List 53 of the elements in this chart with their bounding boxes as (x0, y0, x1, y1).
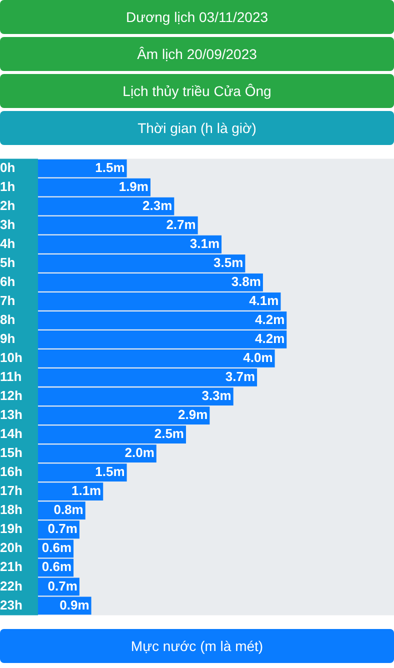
y-tick-label: 11h (0, 369, 22, 384)
data-label: 0.8m (54, 502, 84, 518)
data-label: 1.5m (95, 160, 125, 175)
data-label: 2.9m (178, 407, 208, 422)
chart-title: Lịch thủy triều Cửa Ông (0, 74, 394, 108)
y-tick-label: 8h (0, 312, 16, 328)
data-label: 3.7m (225, 369, 256, 384)
y-tick-label: 10h (0, 350, 22, 366)
data-label: 1.5m (95, 464, 125, 480)
y-tick-label: 0h (0, 160, 16, 175)
y-tick-label: 15h (0, 445, 22, 460)
y-tick-label: 13h (0, 407, 22, 422)
y-tick-label: 17h (0, 483, 22, 498)
x-axis-title: Mực nước (m là mét) (0, 629, 394, 663)
y-tick-label: 3h (0, 216, 16, 232)
y-tick-label: 18h (0, 502, 22, 518)
data-label: 0.6m (42, 559, 72, 574)
data-label: 3.8m (231, 274, 261, 289)
y-tick-label: 16h (0, 464, 22, 480)
data-label: 2.7m (166, 216, 196, 232)
y-tick-label: 23h (0, 597, 22, 612)
data-label: 3.5m (214, 254, 244, 270)
y-tick-label: 12h (0, 388, 22, 404)
data-label: 0.6m (42, 540, 72, 556)
y-tick-label: 22h (0, 578, 22, 594)
y-tick-label: 2h (0, 198, 16, 213)
data-label: 4.0m (243, 350, 273, 366)
data-label: 2.5m (154, 426, 184, 442)
y-tick-label: 14h (0, 426, 22, 442)
y-tick-label: 9h (0, 331, 16, 346)
data-label: 4.1m (249, 293, 279, 308)
text: Dương lịch 03/11/2023 (0, 0, 394, 34)
data-label: 3.3m (202, 388, 232, 404)
y-tick-label: 20h (0, 540, 22, 556)
data-label: 0.7m (48, 578, 78, 594)
y-tick-label: 5h (0, 254, 16, 270)
data-label: 2.0m (124, 445, 154, 460)
data-label: 3.1m (190, 236, 220, 251)
y-tick-label: 6h (0, 274, 16, 289)
data-label: 0.7m (48, 521, 78, 536)
data-label: 1.9m (118, 178, 148, 194)
y-tick-label: 7h (0, 293, 16, 308)
y-axis-title: Thời gian (h là giờ) (0, 111, 394, 145)
data-label: 0.9m (60, 597, 90, 612)
data-label: 2.3m (142, 198, 172, 213)
y-tick-label: 21h (0, 559, 22, 574)
y-tick-label: 1h (0, 178, 16, 194)
data-label: 4.2m (255, 312, 285, 328)
y-tick-label: 19h (0, 521, 22, 536)
data-label: 4.2m (255, 331, 285, 346)
text: Âm lịch 20/09/2023 (0, 37, 394, 71)
data-label: 1.1m (71, 483, 102, 498)
y-tick-label: 4h (0, 236, 16, 251)
